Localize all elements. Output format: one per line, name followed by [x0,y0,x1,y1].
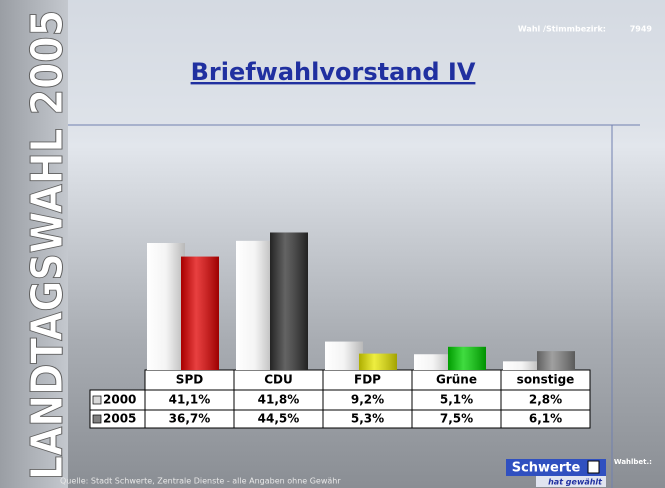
turnout-label: Wahlbet.: [614,458,652,466]
bar [236,241,274,370]
value-label: 2,8% [529,393,562,407]
bar [414,354,452,370]
bar-shade [270,232,308,370]
bar-shade [537,351,575,370]
legend-label: 2005 [103,412,136,426]
category-label: CDU [264,373,293,387]
value-label: 44,5% [258,412,300,426]
value-label: 41,1% [169,393,211,407]
value-label: 7,5% [440,412,473,426]
category-label: Grüne [436,373,477,387]
value-label: 36,7% [169,412,211,426]
legend-swatch [93,415,101,423]
district-label: Wahl /Stimmbezirk: [518,25,606,34]
district-number: 7949 [630,25,653,34]
logo-subtitle: hat gewählt [548,478,603,487]
bar [325,342,363,370]
side-title: LANDTAGSWAHL 2005 [22,10,73,480]
legend-swatch [93,396,101,404]
logo-text: Schwerte [512,461,581,476]
bar [147,243,185,370]
chart-title: Briefwahlvorstand IV [191,58,476,86]
value-label: 5,3% [351,412,384,426]
value-label: 41,8% [258,393,300,407]
category-label: sonstige [517,373,575,387]
category-label: FDP [354,373,381,387]
table-body [90,390,590,428]
logo-crest [588,461,599,473]
bar-shade [448,347,486,370]
source-note: Quelle: Stadt Schwerte, Zentrale Dienste… [60,477,341,486]
value-label: 6,1% [529,412,562,426]
value-label: 5,1% [440,393,473,407]
category-label: SPD [176,373,203,387]
bar-shade [359,354,397,370]
slide: LANDTAGSWAHL 2005 Wahl /Stimmbezirk: 794… [0,0,665,488]
value-label: 9,2% [351,393,384,407]
bar [503,361,541,370]
legend-label: 2000 [103,393,136,407]
bar-shade [181,257,219,370]
